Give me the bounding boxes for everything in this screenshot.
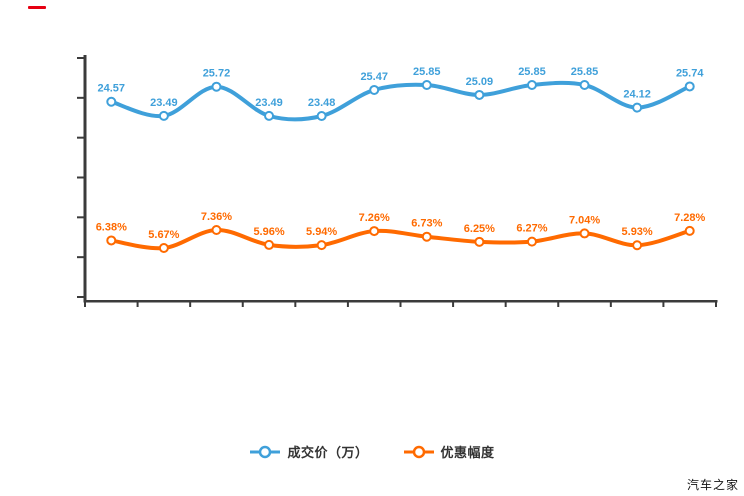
point-label: 6.27% <box>516 223 547 235</box>
data-point[interactable] <box>684 225 695 236</box>
data-point[interactable] <box>579 228 590 239</box>
point-label: 7.28% <box>674 212 705 224</box>
point-label: 25.74 <box>676 67 704 79</box>
data-point[interactable] <box>106 235 117 246</box>
point-label: 24.12 <box>623 89 651 101</box>
legend-item-discount[interactable]: 优惠幅度 <box>403 442 495 461</box>
watermark: 汽车之家 <box>686 478 739 492</box>
point-label: 7.26% <box>359 212 390 224</box>
data-point[interactable] <box>158 243 169 253</box>
data-point[interactable] <box>369 84 380 95</box>
data-point[interactable] <box>526 80 537 90</box>
data-point[interactable] <box>211 81 222 92</box>
data-point[interactable] <box>316 240 327 251</box>
data-point[interactable] <box>421 80 432 90</box>
data-point[interactable] <box>474 236 485 247</box>
y-axis <box>83 55 87 302</box>
point-label: 25.85 <box>413 66 441 78</box>
data-point[interactable] <box>106 96 117 107</box>
point-label: 25.72 <box>203 68 231 80</box>
point-label: 25.47 <box>360 71 388 83</box>
data-point[interactable] <box>632 102 643 113</box>
point-label: 5.67% <box>148 229 179 241</box>
legend-label-discount: 优惠幅度 <box>440 445 495 460</box>
data-point[interactable] <box>579 80 590 90</box>
data-point[interactable] <box>369 226 380 237</box>
point-label: 23.49 <box>150 97 178 109</box>
line-circle-marker-icon <box>403 445 434 458</box>
legend-label-price: 成交价（万） <box>287 445 369 460</box>
point-label: 25.85 <box>518 66 546 78</box>
data-point[interactable] <box>684 81 695 92</box>
point-label: 6.25% <box>464 223 495 235</box>
point-label: 7.04% <box>569 214 600 226</box>
series-line-1 <box>109 227 692 251</box>
point-label: 23.49 <box>255 97 283 109</box>
data-point[interactable] <box>632 240 643 251</box>
data-point[interactable] <box>421 231 432 242</box>
data-point[interactable] <box>474 89 485 100</box>
point-label: 7.36% <box>201 211 232 223</box>
point-label: 5.94% <box>306 226 337 238</box>
point-label: 6.38% <box>96 221 127 233</box>
data-point[interactable] <box>316 111 327 121</box>
line-chart: 24.57 23.49 25.72 23.49 23.48 25.47 25.85 25.09… <box>77 55 718 307</box>
point-label: 24.57 <box>98 83 126 95</box>
line-circle-marker-icon <box>250 445 281 458</box>
series-line-0 <box>109 80 692 122</box>
legend-item-price[interactable]: 成交价（万） <box>249 442 368 461</box>
data-point[interactable] <box>526 236 537 247</box>
x-axis <box>83 300 718 303</box>
point-label: 25.85 <box>571 66 599 78</box>
point-label: 6.73% <box>411 218 442 230</box>
point-label: 25.09 <box>466 76 494 88</box>
data-point[interactable] <box>211 225 222 235</box>
data-point[interactable] <box>264 239 275 250</box>
point-label: 5.96% <box>253 226 284 238</box>
point-label: 5.93% <box>622 226 653 238</box>
legend: 成交价（万） 优惠幅度 <box>0 442 744 461</box>
point-label: 23.48 <box>308 97 336 109</box>
red-dash <box>28 6 46 9</box>
data-point[interactable] <box>264 110 275 121</box>
data-point[interactable] <box>158 110 169 121</box>
